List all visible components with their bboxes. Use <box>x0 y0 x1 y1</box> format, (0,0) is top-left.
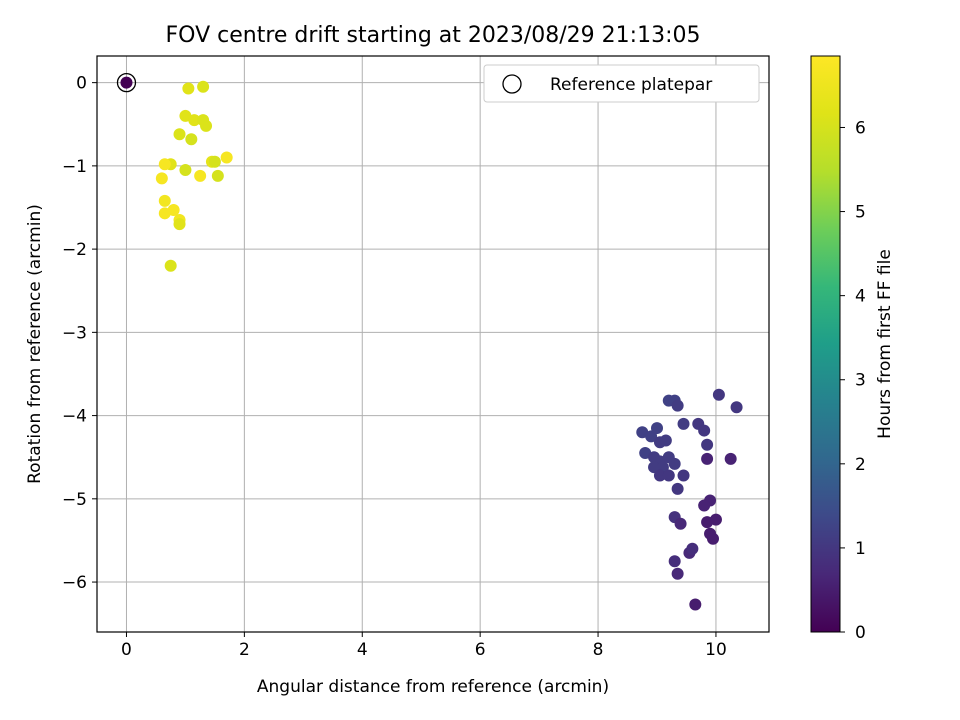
data-point <box>698 424 711 437</box>
data-point <box>651 422 663 435</box>
reference-point <box>120 76 133 89</box>
colorbar-tick-label: 5 <box>855 203 866 223</box>
x-axis-ticks: 0 2 4 6 8 10 <box>121 632 727 660</box>
data-point <box>701 452 714 465</box>
legend: Reference platepar <box>483 64 760 103</box>
colorbar-tick-label: 6 <box>855 118 866 138</box>
y-tick-label: 0 <box>76 74 87 94</box>
y-tick-label: −5 <box>62 490 87 510</box>
x-axis-label: Angular distance from reference (arcmin) <box>257 677 609 697</box>
grid <box>97 56 769 632</box>
data-point <box>668 555 681 568</box>
data-point <box>197 80 210 93</box>
data-point <box>645 430 658 443</box>
data-point <box>677 417 690 430</box>
legend-box <box>483 64 760 103</box>
data-point <box>659 434 672 447</box>
colorbar-tick-label: 3 <box>855 371 866 391</box>
data-point <box>158 194 171 207</box>
data-point <box>724 452 737 465</box>
data-point <box>677 469 690 482</box>
legend-entry-reference-platepar: Reference platepar <box>550 75 712 95</box>
x-tick-label: 0 <box>121 640 132 660</box>
data-point <box>185 133 198 146</box>
chart-title: FOV centre drift starting at 2023/08/29 … <box>166 23 701 48</box>
x-tick-label: 6 <box>475 640 486 660</box>
colorbar-ticks: 0 1 2 3 4 5 6 <box>840 118 866 643</box>
data-points <box>116 72 743 611</box>
legend-marker-reference <box>502 74 522 94</box>
data-point <box>730 401 743 414</box>
data-point <box>689 598 702 611</box>
data-point <box>158 158 171 171</box>
x-tick-label: 10 <box>705 640 727 660</box>
data-point <box>671 482 684 495</box>
data-point <box>182 82 195 95</box>
data-point <box>648 461 661 474</box>
data-point <box>200 119 213 132</box>
data-point <box>164 259 177 272</box>
colorbar-label: Hours from first FF file <box>875 249 895 439</box>
data-point <box>208 155 221 168</box>
y-tick-label: −6 <box>62 573 87 593</box>
colorbar-tick-label: 1 <box>855 539 866 559</box>
x-tick-label: 8 <box>593 640 604 660</box>
data-point <box>707 532 719 545</box>
data-point <box>194 169 207 182</box>
data-point <box>701 438 714 451</box>
y-axis-ticks: 0 −1 −2 −3 −4 −5 −6 <box>62 74 97 593</box>
data-point <box>671 567 684 580</box>
data-point <box>220 151 233 164</box>
data-point <box>173 218 186 231</box>
data-point <box>179 164 192 177</box>
data-point <box>698 499 711 512</box>
x-tick-label: 2 <box>239 640 250 660</box>
data-point <box>155 172 168 185</box>
data-point <box>173 128 186 141</box>
y-tick-label: −3 <box>62 323 87 343</box>
y-tick-label: −4 <box>62 407 87 427</box>
data-point <box>712 388 725 401</box>
data-point <box>653 469 666 482</box>
data-point <box>674 517 687 530</box>
data-point <box>709 513 722 526</box>
data-point <box>686 542 699 555</box>
y-axis-label: Rotation from reference (arcmin) <box>25 204 45 484</box>
colorbar-tick-label: 4 <box>855 287 866 307</box>
colorbar-tick-label: 0 <box>855 623 866 643</box>
data-point <box>188 114 201 127</box>
colorbar-tick-label: 2 <box>855 455 866 475</box>
y-tick-label: −2 <box>62 240 87 260</box>
data-point <box>671 399 684 412</box>
data-point <box>167 203 180 216</box>
plot-frame <box>96 55 770 633</box>
y-tick-label: −1 <box>62 157 87 177</box>
reference-point-marker <box>116 72 137 93</box>
data-point <box>668 457 681 470</box>
colorbar <box>810 55 841 633</box>
x-tick-label: 4 <box>357 640 368 660</box>
data-point <box>662 469 675 482</box>
data-point <box>211 169 224 182</box>
